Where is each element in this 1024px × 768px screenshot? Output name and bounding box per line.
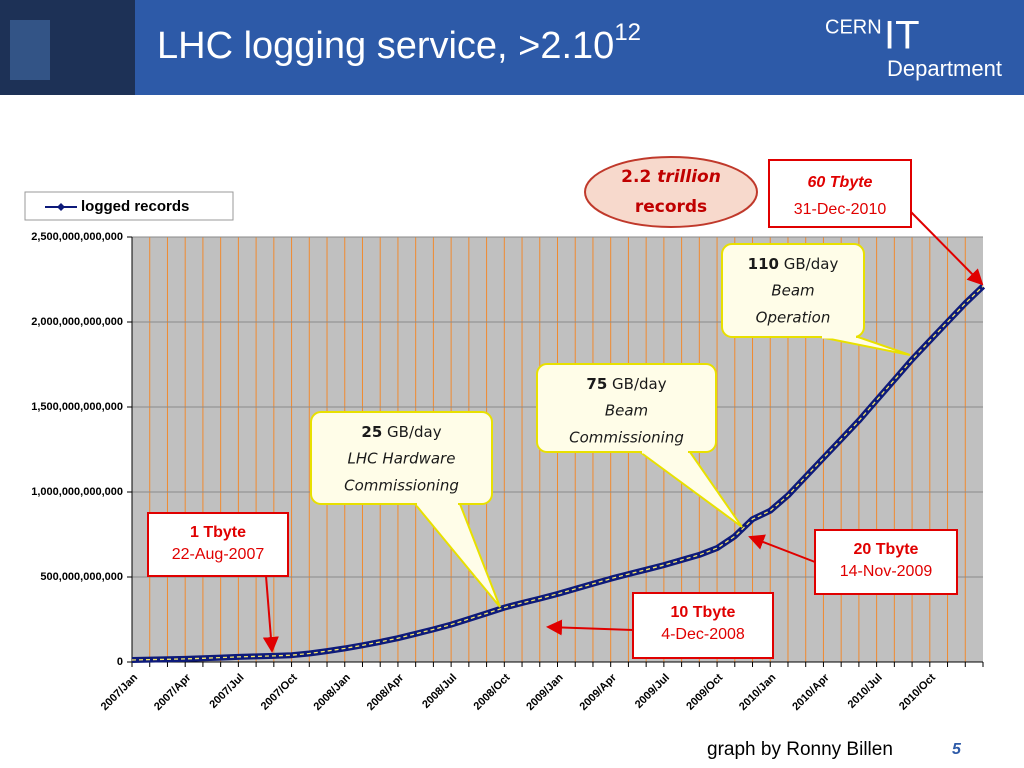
title-superscript: 12 [614,19,641,46]
milestone-arrow [910,211,984,286]
milestone-box [768,159,912,228]
callout-line: Commissioning [569,429,684,447]
logo-cern: CERN [825,16,882,38]
milestone-box [632,592,774,659]
milestone-date: 4-Dec-2008 [661,626,745,643]
milestone-arrow [748,534,816,563]
y-tick-label: 2,000,000,000,000 [31,316,123,328]
callout-box [721,243,865,338]
milestone-date: 14-Nov-2009 [840,563,933,580]
rate-number: 75 [586,375,607,393]
oval-callout [584,156,758,228]
logo-it: IT [884,14,920,58]
page-number: 5 [952,741,962,758]
callout-box [310,411,493,505]
oval-word: trillion [657,167,721,187]
milestone-size: 10 Tbyte [671,604,736,621]
y-tick-label: 0 [117,656,123,668]
rate-unit: GB/day [612,375,667,393]
callout-line: Beam [771,282,814,300]
y-tick-label: 500,000,000,000 [40,571,123,583]
milestone-arrow [262,575,279,653]
y-tick-label: 1,000,000,000,000 [31,486,123,498]
callout-line: LHC Hardware [348,450,456,468]
header-photo-detail [10,20,50,80]
callout-line: Commissioning [344,477,459,495]
oval-number: 2.2 [621,167,651,187]
callout-line: Beam [605,402,648,420]
callout-rate: 110 GB/day [748,255,839,273]
milestone-box [814,529,958,595]
rate-number: 110 [748,255,779,273]
milestone-date: 22-Aug-2007 [172,546,265,563]
series-line-highlight [131,285,984,661]
milestone-box [147,512,289,577]
callout-rate: 25 GB/day [361,423,441,441]
legend-label: logged records [81,198,189,215]
header-band [0,0,1024,95]
milestone-date: 31-Dec-2010 [794,201,887,218]
milestone-arrow [546,619,634,636]
milestone-size: 60 Tbyte [808,174,873,191]
logo-department: Department [887,56,1002,81]
slide-title: LHC logging service, >2.1012 [157,19,641,67]
y-tick-label: 2,500,000,000,000 [31,231,123,243]
oval-line-1: 2.2 trillion [621,167,721,187]
rate-unit: GB/day [387,423,442,441]
y-tick-label: 1,500,000,000,000 [31,401,123,413]
callout-line: Operation [756,309,831,327]
title-text: LHC logging service, >2.10 [157,25,614,67]
callout-box [536,363,717,453]
oval-line-2: records [635,197,707,217]
callout-rate: 75 GB/day [586,375,666,393]
footer-credit: graph by Ronny Billen [707,739,893,760]
rate-number: 25 [361,423,382,441]
milestone-size: 20 Tbyte [854,541,919,558]
legend-marker [57,203,65,211]
rate-unit: GB/day [784,255,839,273]
milestone-size: 1 Tbyte [190,524,246,541]
